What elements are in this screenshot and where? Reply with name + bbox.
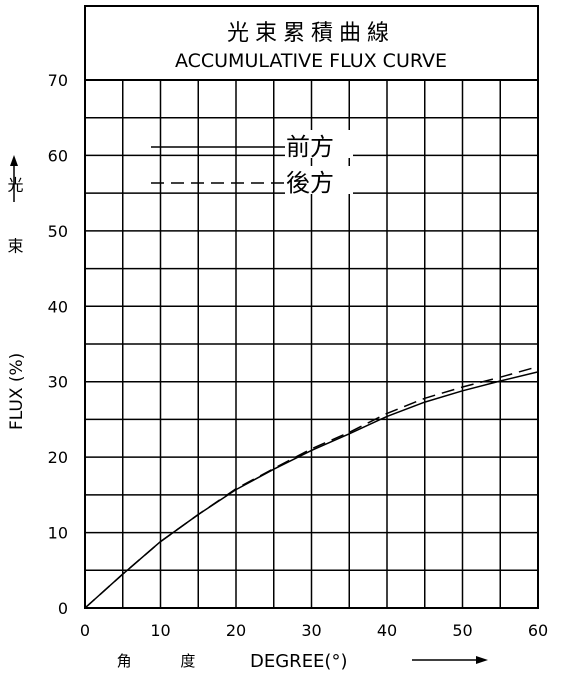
chart-title: 光束累積曲線: [227, 21, 395, 46]
y-tick-label: 30: [48, 373, 68, 392]
legend-label-rear: 後方: [286, 169, 334, 197]
y-tick-label: 20: [48, 448, 68, 467]
x-tick-label: 50: [452, 621, 472, 640]
y-axis-label: 光 束 FLUX (%): [5, 155, 27, 430]
y-tick-labels: 0 10 20 30 40 50 60 70: [48, 71, 68, 618]
series-lines: [84, 365, 539, 609]
y-tick-label: 70: [48, 71, 68, 90]
y-tick-label: 60: [48, 146, 68, 165]
legend-label-front: 前方: [286, 133, 334, 161]
legend-bg-1: [285, 130, 353, 158]
x-tick-label: 10: [150, 621, 170, 640]
y-axis-label-text: FLUX (%): [7, 353, 27, 430]
y-tick-label: 0: [58, 599, 68, 618]
series-line-rear: [84, 365, 539, 609]
x-axis-label-cjk: 角 度: [117, 652, 218, 670]
x-tick-label: 60: [528, 621, 548, 640]
y-axis-arrow-head: [10, 155, 18, 166]
legend-bg-2: [285, 166, 353, 194]
y-tick-label: 10: [48, 524, 68, 543]
x-tick-label: 40: [377, 621, 397, 640]
chart-subtitle: ACCUMULATIVE FLUX CURVE: [175, 50, 447, 72]
x-tick-labels: 0 10 20 30 40 50 60: [80, 621, 548, 640]
y-tick-label: 40: [48, 297, 68, 316]
y-tick-label: 50: [48, 222, 68, 241]
y-axis-label-cjk: 光 束: [5, 176, 24, 273]
x-tick-label: 30: [301, 621, 321, 640]
x-axis-arrow-head: [476, 656, 488, 664]
x-tick-label: 0: [80, 621, 90, 640]
x-tick-label: 20: [226, 621, 246, 640]
legend: 前方 後方: [151, 130, 353, 197]
grid: [85, 80, 538, 608]
x-axis-label: 角 度 DEGREE(°): [117, 651, 488, 672]
x-axis-label-text: DEGREE(°): [250, 651, 347, 672]
